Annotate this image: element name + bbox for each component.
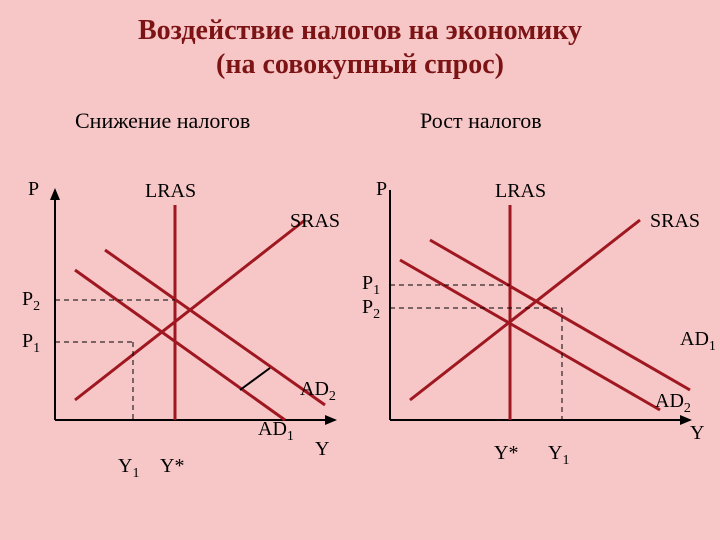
title-line2: (на совокупный спрос) (216, 49, 504, 80)
left-SRAS-label: SRAS (290, 210, 340, 233)
left-y-arrow (50, 188, 60, 200)
right-AD2-label: AD2 (655, 390, 691, 417)
title-line1: Воздействие налогов на экономику (138, 15, 582, 46)
left-Ystar-label: Y* (160, 455, 184, 478)
right-Y-label: Y (690, 422, 704, 445)
left-LRAS-label: LRAS (145, 180, 196, 203)
right-SRAS-label: SRAS (650, 210, 700, 233)
left-shift-line (240, 368, 270, 390)
right-ad2-line (400, 260, 660, 410)
left-x-arrow (325, 415, 337, 425)
right-AD1-label: AD1 (680, 328, 716, 355)
left-Y-label: Y (315, 438, 329, 461)
left-ad2-line (105, 250, 325, 405)
slide: Воздействие налогов на экономику (на сов… (0, 0, 720, 540)
left-AD2-label: AD2 (300, 378, 336, 405)
right-subtitle: Рост налогов (420, 108, 542, 134)
right-Y1-label: Y1 (548, 442, 569, 469)
left-ad1-line (75, 270, 285, 420)
right-P-label: P (376, 178, 387, 201)
left-P-label: P (28, 178, 39, 201)
left-P2-label: P2 (22, 288, 40, 315)
right-LRAS-label: LRAS (495, 180, 546, 203)
right-P2-label: P2 (362, 296, 380, 323)
right-ad1-line (430, 240, 690, 390)
right-P1-label: P1 (362, 272, 380, 299)
left-chart (55, 190, 355, 480)
right-Ystar-label: Y* (494, 442, 518, 465)
left-AD1-label: AD1 (258, 418, 294, 445)
left-subtitle: Снижение налогов (75, 108, 250, 134)
right-chart (390, 190, 710, 480)
left-Y1-label: Y1 (118, 455, 139, 482)
main-title: Воздействие налогов на экономику (на сов… (0, 0, 720, 81)
left-P1-label: P1 (22, 330, 40, 357)
